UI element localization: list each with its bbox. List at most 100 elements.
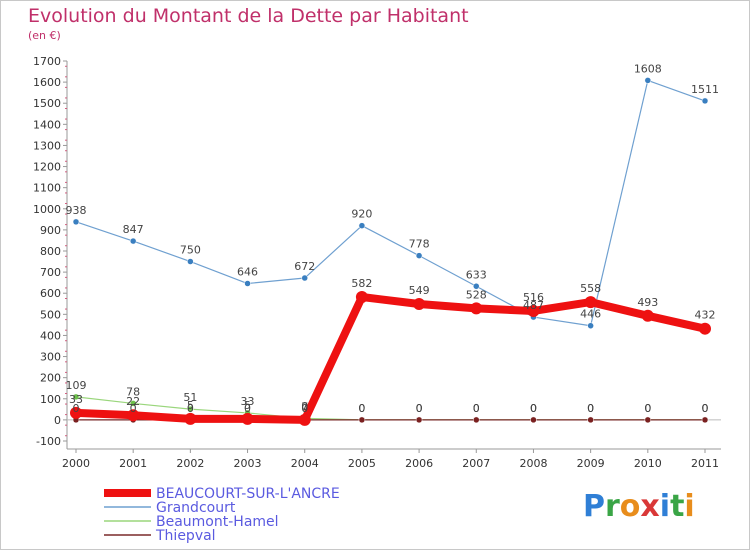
data-point — [701, 416, 709, 424]
data-point — [241, 412, 254, 425]
data-point — [187, 405, 194, 413]
data-point — [187, 258, 194, 265]
chart-subtitle: (en €) — [28, 29, 61, 42]
data-label: 33 — [241, 395, 255, 408]
y-tick-label: 0 — [54, 414, 61, 427]
data-label: 51 — [183, 391, 197, 404]
data-label: 0 — [416, 402, 423, 415]
data-label: 0 — [358, 402, 365, 415]
data-label: 672 — [294, 260, 315, 273]
logo-letter: r — [605, 489, 620, 524]
data-point — [644, 416, 652, 424]
data-point — [301, 274, 308, 282]
data-label: 633 — [466, 268, 487, 281]
data-label: 938 — [66, 204, 87, 217]
data-label: 0 — [644, 402, 651, 415]
y-tick-label: 200 — [40, 372, 61, 385]
logo-letter: i — [659, 489, 671, 524]
x-tick-label: 2005 — [348, 457, 376, 470]
data-label: 750 — [180, 244, 201, 257]
data-label: 582 — [351, 277, 372, 290]
series-layer — [70, 77, 711, 426]
y-tick-label: 500 — [40, 308, 61, 321]
series-line-0 — [75, 79, 706, 327]
x-tick-label: 2000 — [62, 457, 90, 470]
series-line-3 — [72, 293, 709, 424]
x-tick-label: 2001 — [119, 457, 147, 470]
x-tick-label: 2008 — [519, 457, 547, 470]
data-point — [473, 283, 480, 290]
data-label: 0 — [702, 402, 709, 415]
data-label: 109 — [66, 379, 87, 392]
y-tick-label: 1200 — [33, 161, 61, 174]
data-label: 528 — [466, 288, 487, 301]
data-label: 0 — [473, 402, 480, 415]
data-point — [415, 252, 423, 259]
data-label: 487 — [523, 299, 544, 312]
data-point — [70, 406, 82, 419]
data-label: 0 — [416, 402, 423, 415]
data-point — [358, 222, 366, 229]
legend-label: Thiepval — [155, 528, 216, 544]
logo-letter: P — [583, 489, 605, 524]
data-point — [473, 416, 480, 424]
data-label: 432 — [695, 309, 716, 322]
y-tick-label: 1700 — [33, 55, 61, 68]
data-point — [530, 416, 537, 424]
legend-label: Grandcourt — [156, 500, 236, 516]
proxiti-logo: Proxiti — [583, 489, 695, 524]
data-label: 0 — [702, 402, 709, 415]
data-point — [184, 412, 197, 425]
data-label: 646 — [237, 266, 258, 279]
data-label: 5 — [187, 399, 194, 412]
x-tick-label: 2002 — [176, 457, 204, 470]
data-label: 1511 — [691, 83, 719, 96]
data-point — [413, 297, 426, 310]
data-label: 847 — [123, 223, 144, 236]
data-point — [129, 400, 137, 407]
axes: -100010020030040050060070080090010001100… — [33, 55, 721, 470]
data-label: 0 — [130, 402, 137, 415]
data-point — [244, 280, 251, 287]
data-label: 7 — [301, 400, 308, 413]
y-tick-label: 300 — [40, 351, 61, 364]
data-point — [72, 393, 80, 401]
data-label: 778 — [409, 238, 430, 251]
x-tick-label: 2011 — [691, 457, 719, 470]
y-tick-label: 1300 — [33, 139, 61, 152]
legend: BEAUCOURT-SUR-L'ANCREGrandcourtBeaumont-… — [104, 486, 340, 544]
data-point — [527, 304, 540, 317]
data-label: 0 — [358, 402, 365, 415]
data-label: 33 — [69, 393, 83, 406]
logo-letter: i — [684, 489, 695, 524]
data-label: 0 — [530, 402, 537, 415]
data-label: 0 — [587, 402, 594, 415]
y-tick-label: 1100 — [33, 182, 61, 195]
y-tick-label: 800 — [40, 245, 61, 258]
data-point — [641, 309, 654, 322]
logo-letter: t — [670, 489, 685, 524]
data-label: 22 — [126, 395, 140, 408]
data-point — [127, 409, 140, 422]
legend-label: Beaumont-Hamel — [156, 514, 279, 530]
y-tick-label: 1600 — [33, 76, 61, 89]
data-label: 78 — [126, 385, 140, 398]
data-point — [72, 218, 80, 226]
data-label: 0 — [73, 402, 80, 415]
y-tick-label: 1500 — [33, 97, 61, 110]
data-label: 0 — [587, 402, 594, 415]
data-label: 0 — [644, 402, 651, 415]
data-label: 0 — [244, 402, 251, 415]
data-label: 0 — [473, 402, 480, 415]
x-tick-label: 2007 — [462, 457, 490, 470]
data-point — [355, 291, 368, 304]
data-point — [470, 302, 483, 315]
data-label: 0 — [301, 402, 308, 415]
data-label: 558 — [580, 282, 601, 295]
y-tick-label: 400 — [40, 329, 61, 342]
logo-letter: x — [640, 489, 660, 524]
data-point — [298, 413, 311, 426]
y-tick-label: 900 — [40, 224, 61, 237]
data-point — [587, 322, 594, 329]
